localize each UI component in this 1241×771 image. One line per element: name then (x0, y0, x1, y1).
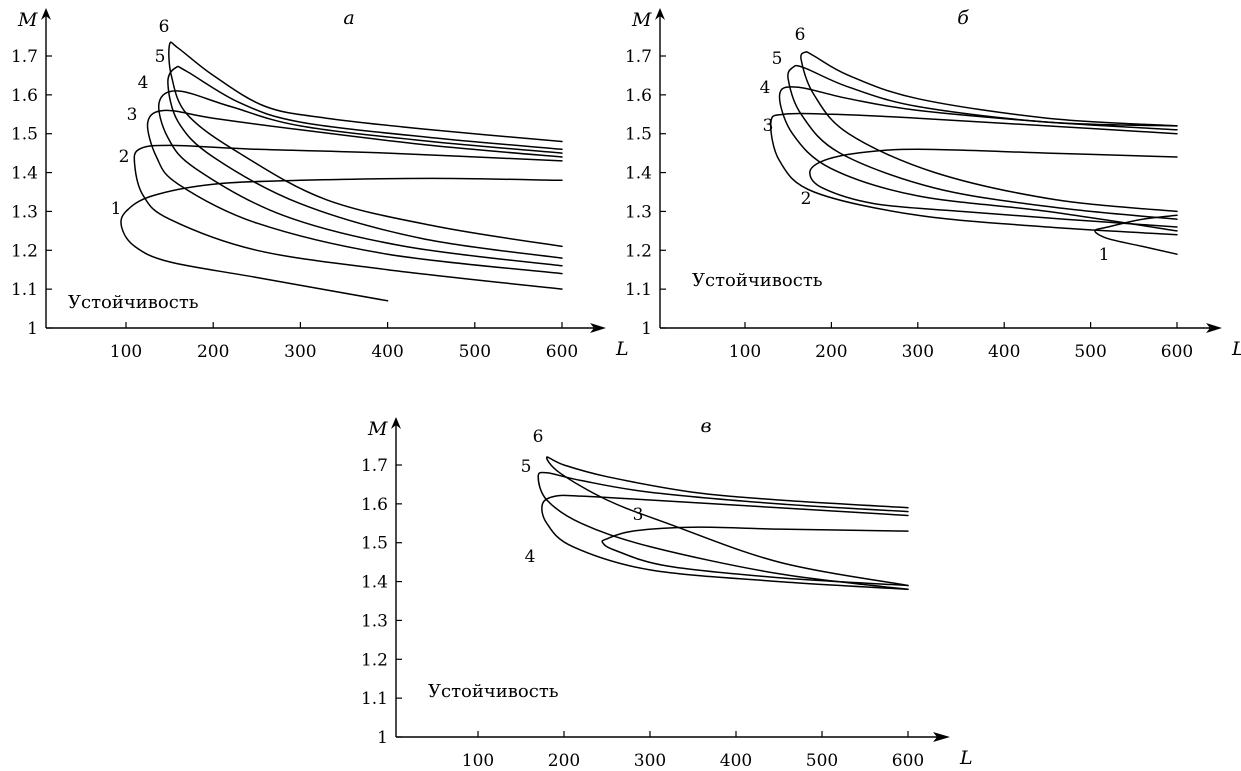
x-axis-title: L (615, 338, 629, 360)
y-tick-label: 1.4 (11, 164, 38, 184)
x-axis-arrow (933, 732, 950, 742)
x-tick-label: 600 (1161, 342, 1193, 362)
series-label-5: 5 (521, 457, 532, 477)
series-label-5: 5 (155, 47, 166, 67)
chart-panel-3: 100 200 300 400 500 600 1 1.1 1.2 1.3 1.4 1.5 1.6 1.7… (361, 415, 973, 771)
y-tick-label: 1.6 (625, 86, 652, 106)
series-label-6: 6 (795, 25, 806, 45)
region-label: Устойчивость (68, 292, 199, 313)
y-tick-label: 1.7 (361, 456, 388, 476)
series-label-4: 4 (525, 547, 536, 567)
x-tick-label: 300 (284, 342, 316, 362)
y-axis-title: M (631, 9, 652, 31)
series-curve-4 (157, 90, 563, 267)
series-curve-5 (167, 65, 563, 259)
series-curve-3 (770, 112, 1178, 236)
x-tick-label: 300 (634, 751, 666, 771)
series-label-5: 5 (772, 49, 783, 69)
chart-panel-1: 100 200 300 400 500 600 1 1.1 1.2 1.3 1.4 1.5 1.6 1.7… (11, 7, 629, 362)
series-label-6: 6 (533, 427, 544, 447)
x-tick-label: 200 (548, 751, 580, 771)
region-label: Устойчивость (428, 681, 559, 702)
y-tick-label: 1.1 (11, 280, 38, 300)
series-curve-4 (541, 494, 909, 591)
x-tick-label: 600 (892, 751, 924, 771)
y-tick-label: 1.7 (11, 47, 38, 67)
series-curve-5 (537, 471, 909, 591)
x-tick-label: 400 (371, 342, 403, 362)
y-axis-title: M (367, 418, 388, 440)
x-tick-label: 400 (720, 751, 752, 771)
series-curve-5 (787, 64, 1178, 220)
series-curve-4 (778, 86, 1178, 232)
y-tick-label: 1.3 (625, 202, 652, 222)
y-tick-label: 1.2 (361, 650, 388, 670)
x-tick-label: 100 (729, 342, 761, 362)
chart-panel-2: 100 200 300 400 500 600 1 1.1 1.2 1.3 1.4 1.5 1.6 1.7… (625, 7, 1241, 362)
series-label-2: 2 (119, 147, 130, 167)
y-tick-label: 1.6 (361, 495, 388, 515)
y-tick-label: 1.2 (625, 241, 652, 261)
series-curve-1 (1094, 214, 1178, 255)
panel-letter: а (343, 7, 354, 29)
series-curve-1 (120, 177, 563, 302)
x-tick-label: 500 (1074, 342, 1106, 362)
series-curve-2 (133, 144, 563, 290)
y-tick-label: 1 (27, 319, 38, 339)
y-tick-label: 1.7 (625, 47, 652, 67)
y-tick-label: 1.2 (11, 241, 38, 261)
y-axis-arrow (655, 8, 665, 20)
x-tick-label: 100 (110, 342, 142, 362)
y-tick-label: 1 (377, 728, 388, 748)
series-label-4: 4 (760, 78, 771, 98)
series-curve-3 (601, 526, 909, 587)
y-tick-label: 1.5 (361, 534, 388, 554)
series-label-3: 3 (763, 116, 774, 136)
x-tick-label: 200 (197, 342, 229, 362)
y-tick-label: 1 (641, 319, 652, 339)
x-axis-arrow (590, 323, 606, 333)
x-tick-label: 300 (902, 342, 934, 362)
series-curve-6 (800, 51, 1178, 213)
x-tick-label: 600 (546, 342, 578, 362)
series-label-1: 1 (111, 199, 122, 219)
y-tick-label: 1.4 (625, 164, 652, 184)
series-curve-3 (146, 109, 563, 275)
series-label-2: 2 (801, 189, 812, 209)
y-tick-label: 1.1 (361, 689, 388, 709)
y-tick-label: 1.5 (625, 125, 652, 145)
series-label-3: 3 (633, 505, 644, 525)
y-axis-arrow (41, 8, 51, 20)
series-label-4: 4 (138, 73, 149, 93)
y-tick-label: 1.3 (11, 202, 38, 222)
y-tick-label: 1.3 (361, 611, 388, 631)
y-axis-title: M (17, 9, 38, 31)
y-tick-label: 1.6 (11, 86, 38, 106)
y-axis-arrow (391, 417, 401, 429)
x-tick-label: 500 (459, 342, 491, 362)
series-curve-6 (168, 41, 563, 248)
series-label-6: 6 (159, 17, 170, 37)
y-tick-label: 1.5 (11, 125, 38, 145)
region-label: Устойчивость (692, 270, 823, 291)
x-tick-label: 100 (462, 751, 494, 771)
x-axis-arrow (1206, 323, 1222, 333)
x-tick-label: 500 (806, 751, 838, 771)
series-curve-2 (809, 148, 1178, 228)
series-label-1: 1 (1099, 245, 1110, 265)
y-tick-label: 1.1 (625, 280, 652, 300)
x-axis-title: L (1231, 338, 1241, 360)
y-tick-label: 1.4 (361, 573, 388, 593)
x-tick-label: 200 (815, 342, 847, 362)
x-tick-label: 400 (988, 342, 1020, 362)
series-curve-6 (545, 456, 909, 587)
panel-letter: в (700, 415, 711, 437)
series-label-3: 3 (127, 105, 138, 125)
x-axis-title: L (959, 747, 973, 769)
panel-letter: б (957, 7, 969, 29)
